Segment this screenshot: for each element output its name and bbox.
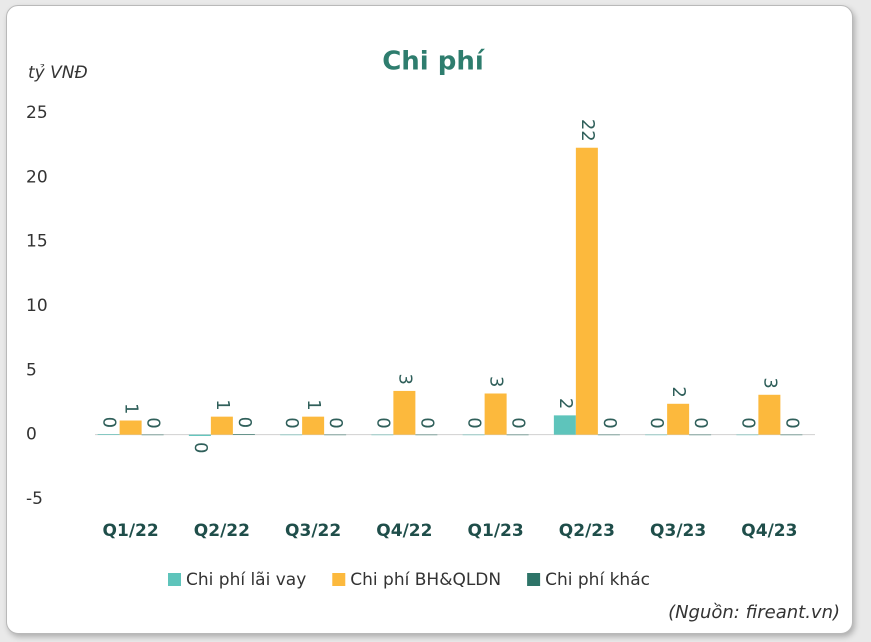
data-label: 0 — [372, 417, 393, 428]
bar — [371, 434, 394, 436]
data-label: 3 — [394, 373, 415, 384]
source: (Nguồn: fireant.vn) — [668, 602, 840, 623]
card — [6, 5, 853, 634]
data-label: 1 — [212, 399, 233, 410]
bar — [645, 434, 668, 436]
data-label: 0 — [464, 417, 485, 428]
bar — [462, 434, 485, 436]
bar — [506, 434, 529, 436]
y-axis-label: tỷ VNĐ — [28, 63, 88, 83]
bar — [415, 434, 438, 436]
data-label: 0 — [781, 417, 802, 428]
data-label: 0 — [599, 417, 620, 428]
bar — [780, 434, 803, 436]
data-label: 0 — [143, 417, 164, 428]
y-tick-label: -5 — [26, 489, 43, 509]
bar — [119, 420, 142, 435]
legend-swatch — [527, 573, 541, 586]
y-tick-label: 15 — [26, 232, 48, 252]
y-tick-label: 5 — [26, 360, 37, 380]
bar — [689, 434, 712, 436]
x-tick-label: Q3/23 — [650, 521, 706, 541]
data-label: 0 — [281, 417, 302, 428]
bar — [736, 434, 759, 436]
bar — [484, 393, 507, 435]
x-tick-label: Q1/22 — [103, 521, 159, 541]
y-tick-label: 0 — [26, 425, 37, 445]
data-label: 22 — [577, 119, 598, 142]
x-tick-label: Q2/22 — [194, 521, 250, 541]
x-tick-label: Q4/23 — [741, 521, 797, 541]
data-label: 0 — [646, 417, 667, 428]
legend-label: Chi phí BH&QLDN — [350, 570, 501, 590]
bar — [232, 434, 255, 435]
x-tick-label: Q1/23 — [468, 521, 524, 541]
data-label: 2 — [668, 386, 689, 397]
bar — [324, 434, 347, 436]
data-label: 1 — [121, 403, 142, 414]
bar — [758, 394, 781, 435]
bar — [188, 434, 211, 436]
x-tick-label: Q2/23 — [559, 521, 615, 541]
y-tick-label: 20 — [26, 167, 48, 187]
legend-label: Chi phí lãi vay — [186, 570, 306, 590]
data-label: 0 — [99, 417, 120, 428]
data-label: 0 — [737, 417, 758, 428]
data-label: 0 — [508, 417, 529, 428]
data-label: 0 — [190, 442, 211, 453]
data-label: 0 — [416, 417, 437, 428]
data-label: 2 — [555, 398, 576, 409]
bar — [597, 434, 620, 436]
bar — [667, 403, 690, 435]
bar — [97, 434, 120, 435]
legend-swatch — [168, 573, 181, 586]
x-tick-label: Q4/22 — [376, 521, 432, 541]
bar — [141, 434, 164, 436]
bar — [575, 147, 598, 435]
data-label: 1 — [303, 399, 324, 410]
data-label: 0 — [234, 417, 255, 428]
bar — [302, 416, 325, 435]
legend-label: Chi phí khác — [545, 570, 650, 590]
y-tick-label: 10 — [26, 296, 48, 316]
data-label: 0 — [325, 417, 346, 428]
chart-title: Chi phí — [382, 47, 486, 77]
data-label: 0 — [690, 417, 711, 428]
data-label: 3 — [759, 377, 780, 388]
bar — [280, 434, 303, 436]
bar — [210, 416, 233, 435]
x-tick-label: Q3/22 — [285, 521, 341, 541]
bar — [553, 415, 576, 435]
data-label: 3 — [486, 376, 507, 387]
legend-swatch — [332, 573, 346, 586]
y-tick-label: 25 — [26, 103, 48, 123]
bar — [393, 390, 416, 435]
